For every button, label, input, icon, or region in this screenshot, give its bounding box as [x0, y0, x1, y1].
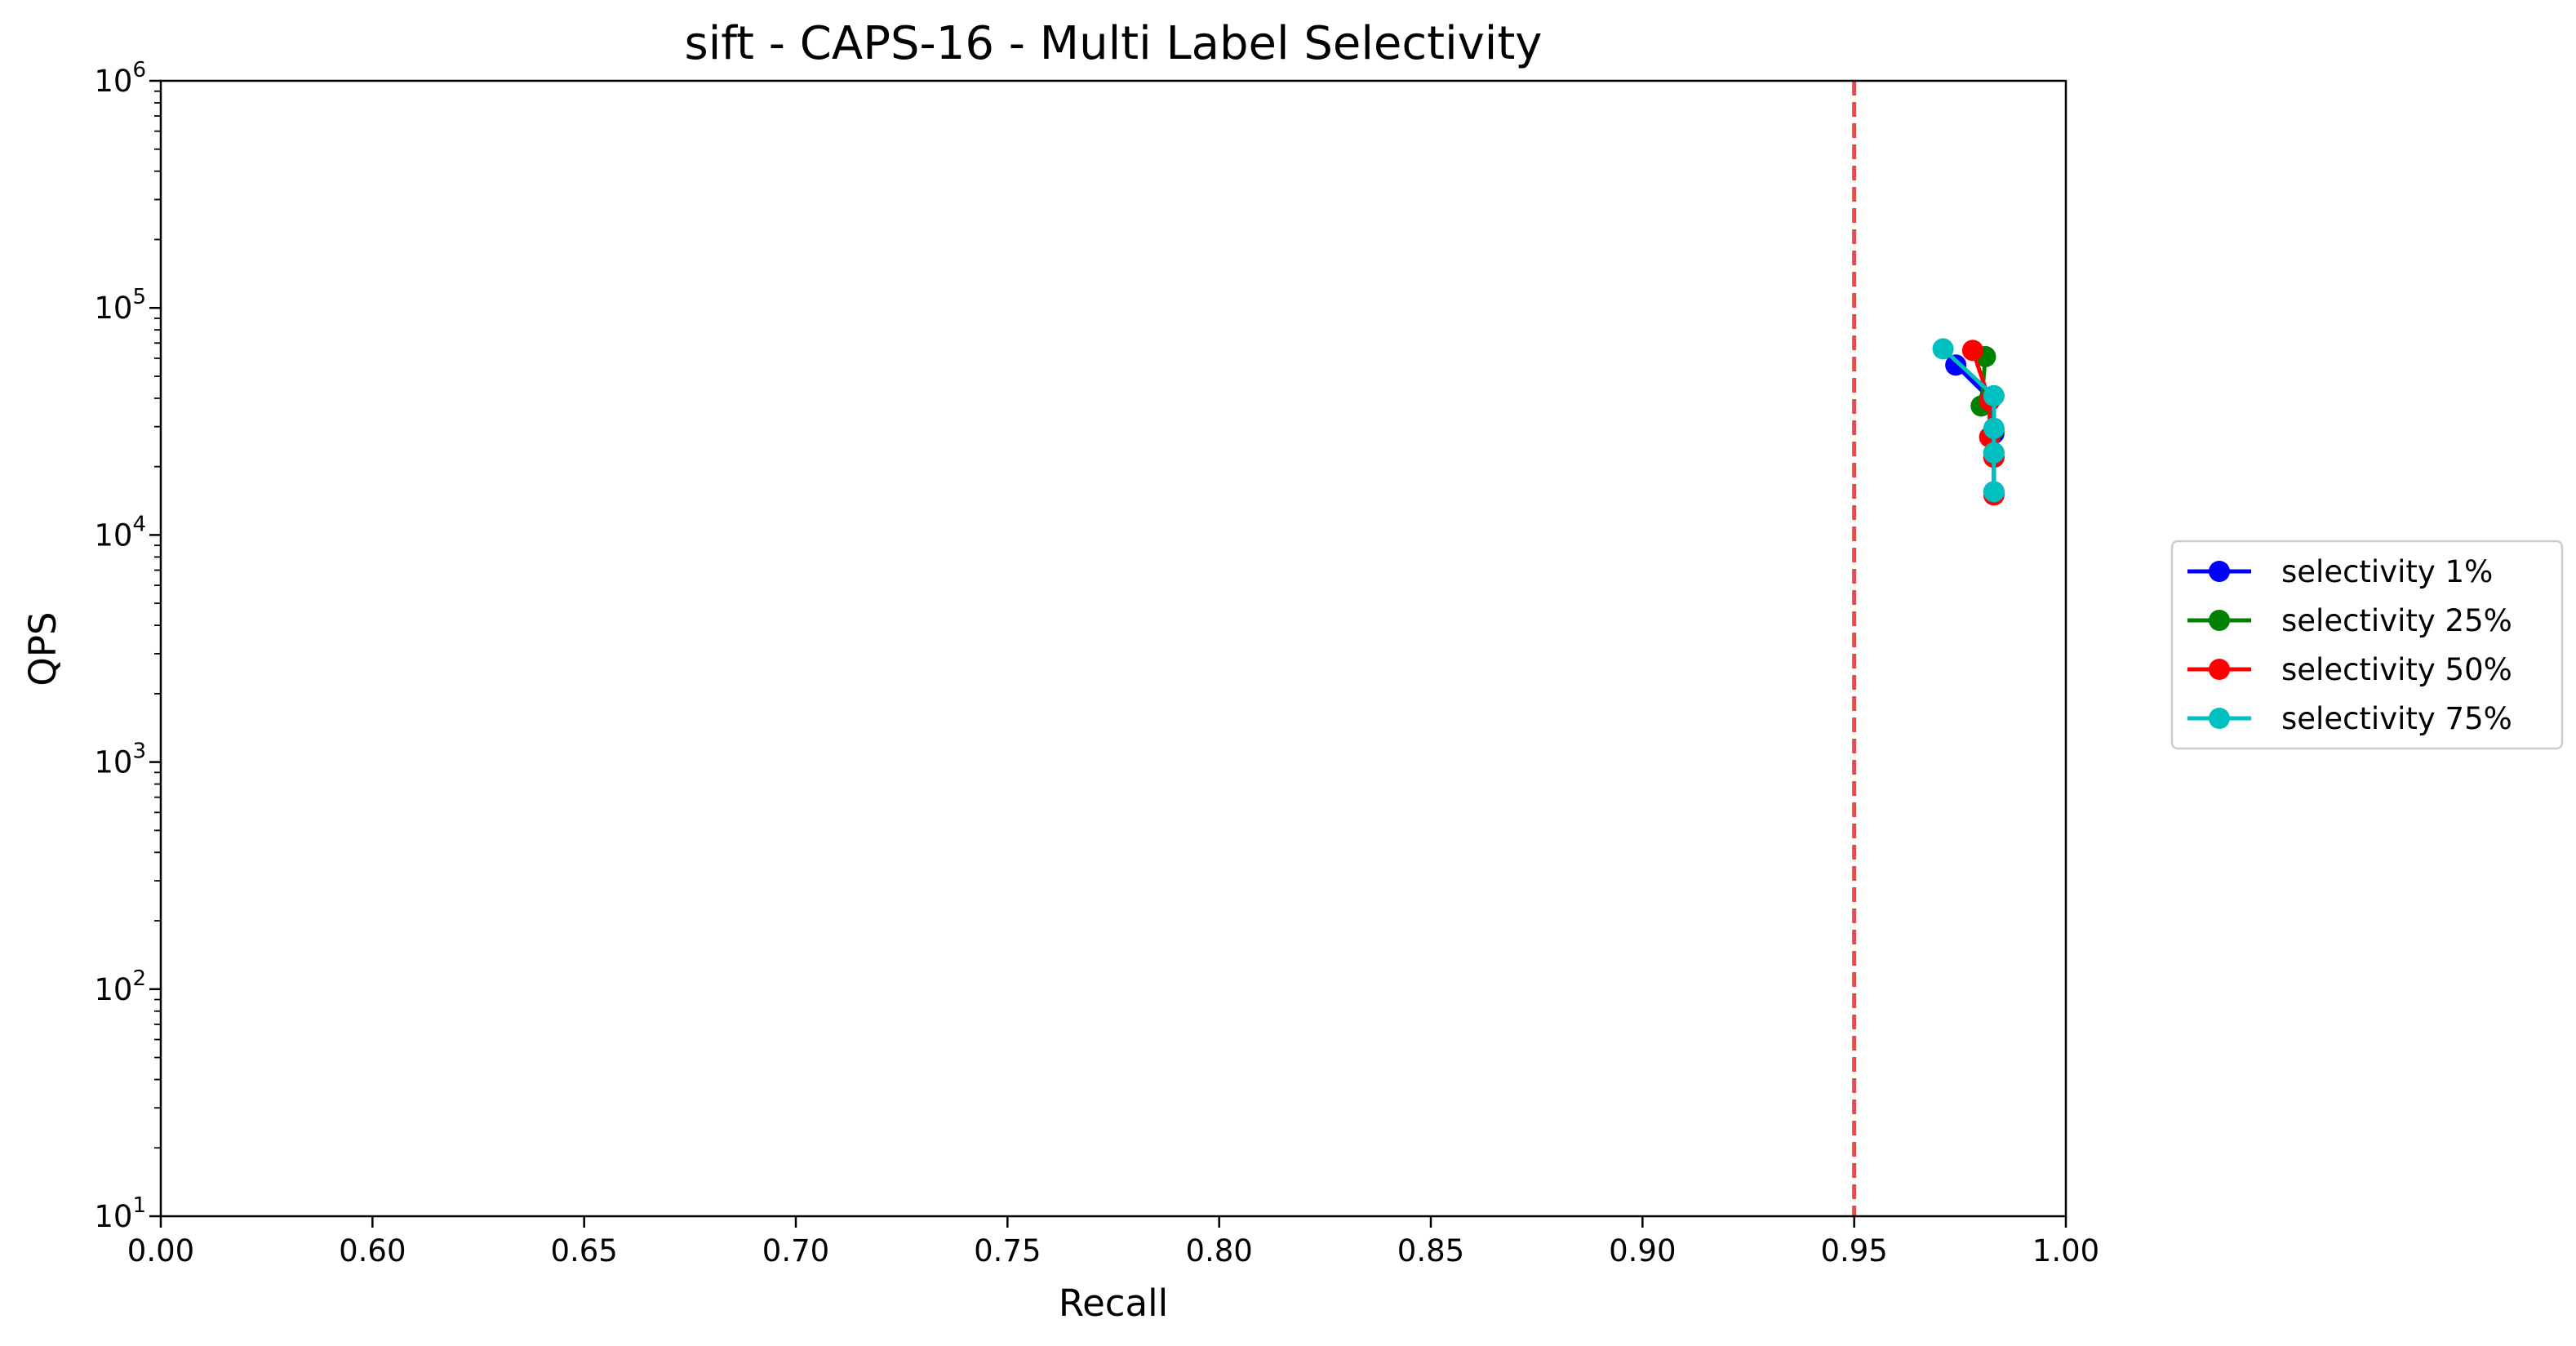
legend-swatch-marker: [2209, 659, 2230, 680]
x-axis-label: Recall: [1059, 1282, 1168, 1325]
y-tick-label: 103: [94, 740, 146, 780]
x-tick-label: 0.80: [1185, 1233, 1252, 1268]
y-tick-label: 105: [94, 285, 146, 326]
y-tick-label: 101: [94, 1193, 146, 1234]
x-tick-label: 0.60: [339, 1233, 406, 1268]
x-tick-label: 0.00: [127, 1233, 194, 1268]
x-tick-label: 0.95: [1820, 1233, 1887, 1268]
data-point: [1945, 354, 1967, 376]
legend-frame: [2170, 540, 2564, 750]
data-point: [1961, 340, 1983, 362]
y-tick-label: 104: [94, 512, 146, 553]
y-tick-label: 102: [94, 966, 146, 1007]
y-axis-label: QPS: [21, 611, 64, 686]
legend-swatch-marker: [2209, 610, 2230, 631]
legend-label: selectivity 1%: [2281, 554, 2493, 589]
x-axis-ticks: 0.00 0.60 0.65 0.70 0.75 0.80 0.85 0.90 0.95 1.00: [127, 1216, 2099, 1268]
legend-label: selectivity 75%: [2281, 701, 2512, 736]
series-4: [1932, 338, 2005, 503]
chart-title: sift - CAPS-16 - Multi Label Selectivity: [685, 17, 1543, 70]
legend: selectivity 1% selectivity 25% selectivity…: [2170, 540, 2564, 750]
data-point: [1983, 384, 2005, 406]
data-point: [1983, 481, 2005, 503]
x-tick-label: 0.70: [762, 1233, 829, 1268]
legend-swatch-marker: [2209, 561, 2230, 582]
y-minor-ticks: [154, 90, 161, 1149]
x-tick-label: 0.85: [1397, 1233, 1464, 1268]
series-layer: [1932, 338, 2005, 506]
y-axis-ticks: 101 102 103 104 105 106: [94, 58, 161, 1234]
plot-frame: [159, 79, 2067, 1218]
data-point: [1932, 338, 1954, 360]
x-tick-label: 1.00: [2032, 1233, 2099, 1268]
x-tick-label: 0.75: [974, 1233, 1041, 1268]
x-tick-label: 0.90: [1609, 1233, 1676, 1268]
y-tick-label: 106: [94, 58, 146, 99]
data-point: [1983, 417, 2005, 439]
data-point: [1983, 442, 2005, 464]
legend-label: selectivity 25%: [2281, 603, 2512, 638]
legend-label: selectivity 50%: [2281, 652, 2512, 687]
x-tick-label: 0.65: [550, 1233, 617, 1268]
legend-swatch-marker: [2209, 708, 2230, 729]
